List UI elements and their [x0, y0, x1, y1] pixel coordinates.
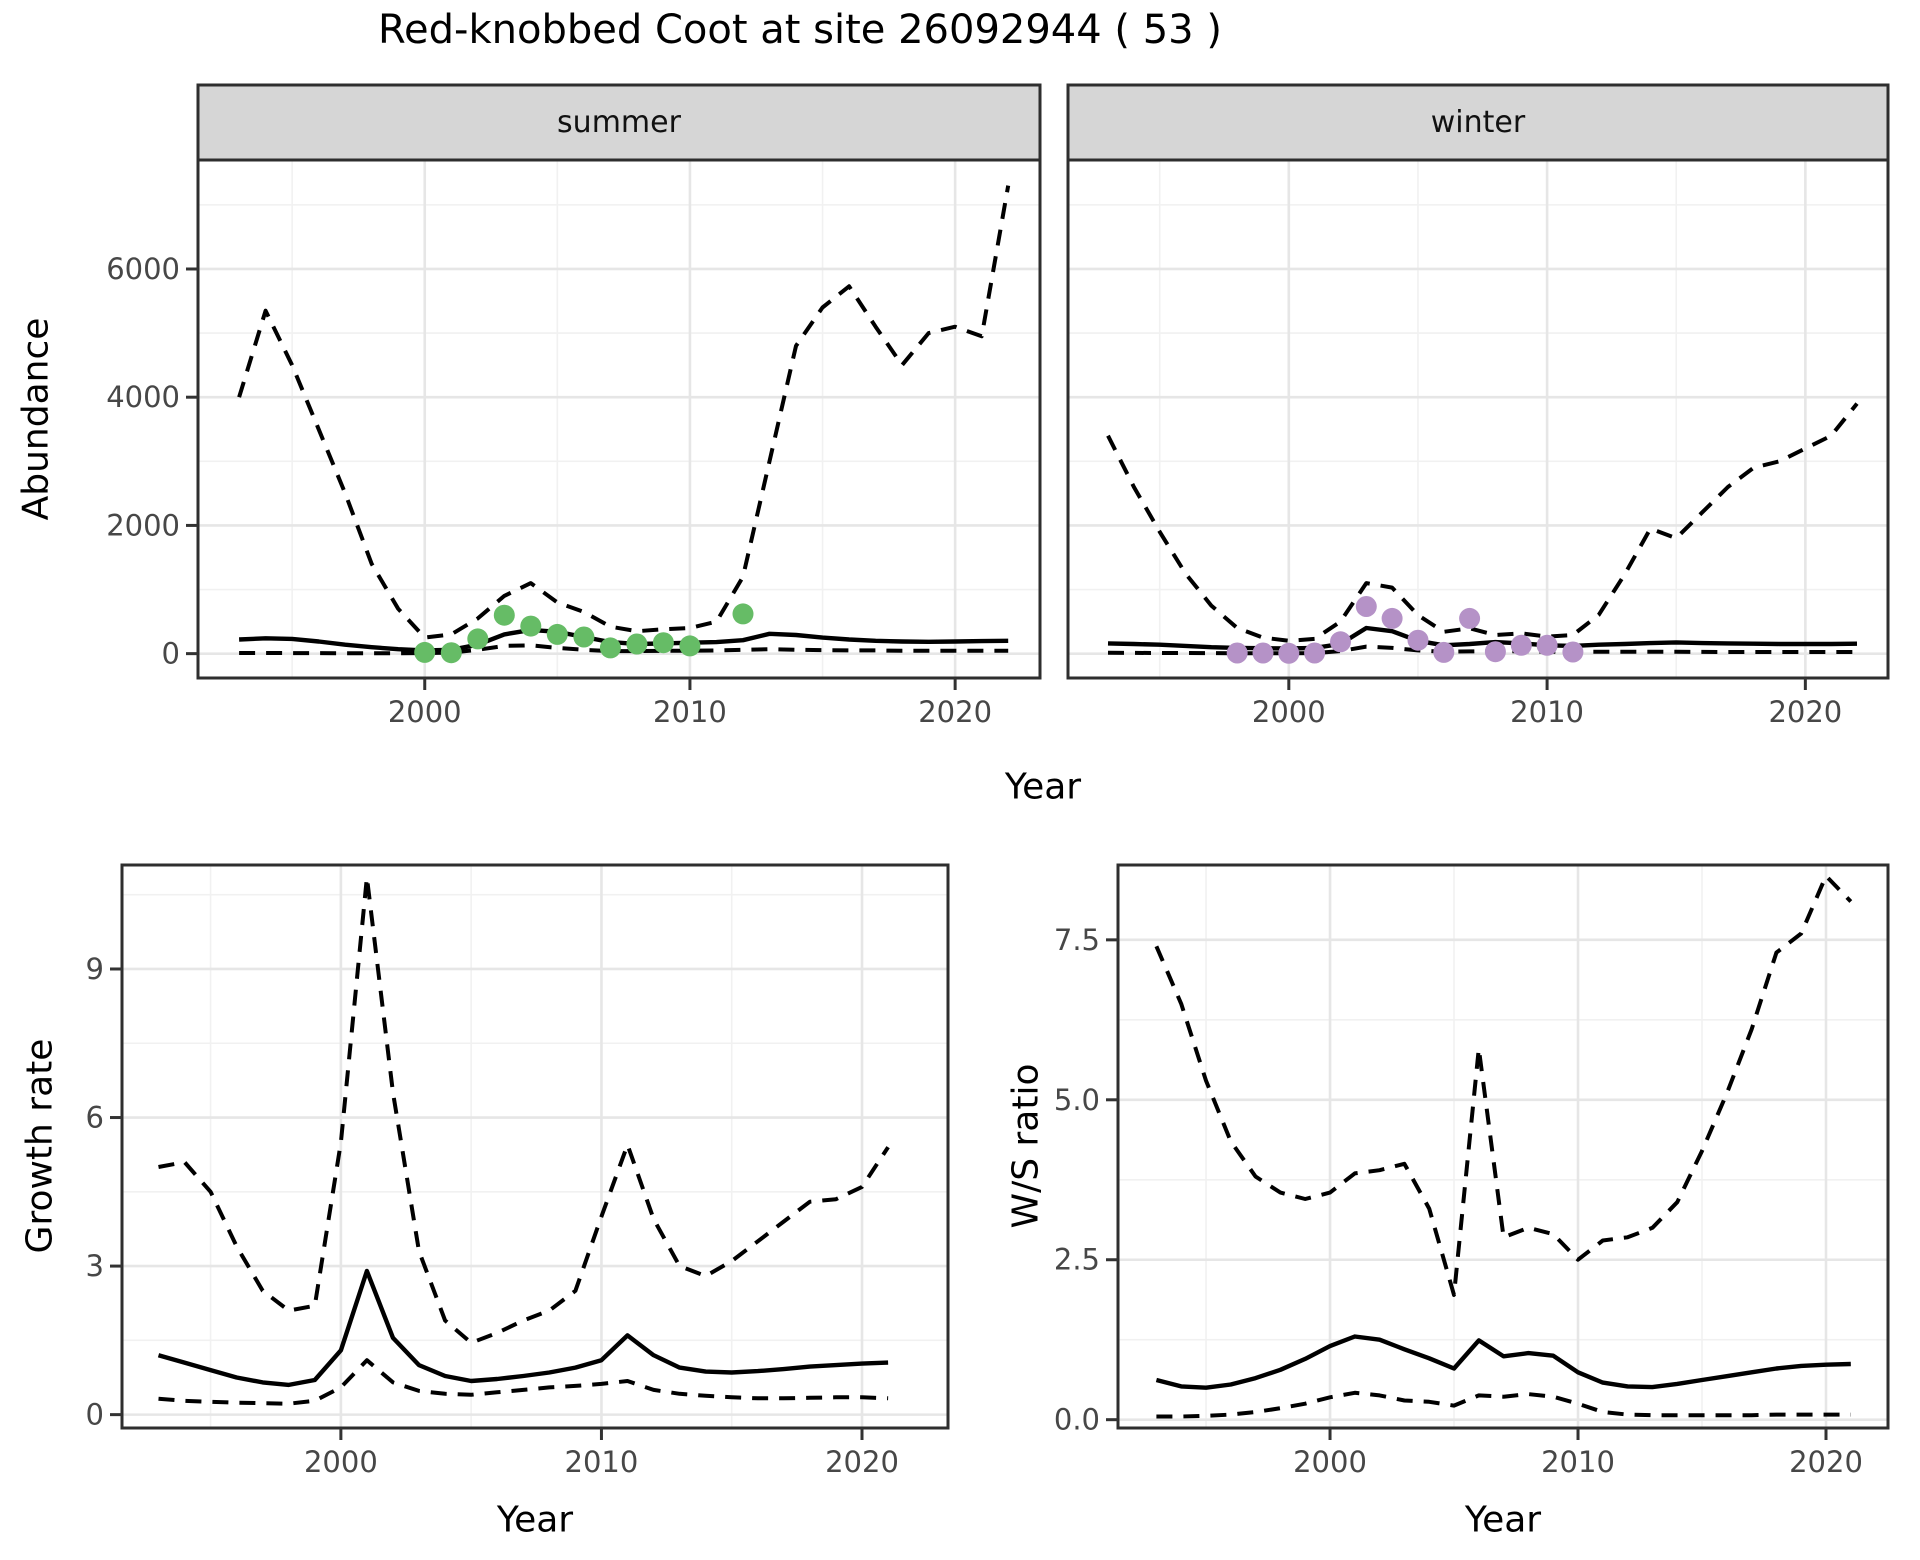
- abundance-summer-median-line: [239, 627, 1009, 653]
- x-tick-label: 2010: [1541, 1445, 1615, 1479]
- abundance-winter-observed-point: [1407, 629, 1429, 651]
- x-tick-label: 2000: [1252, 695, 1326, 729]
- abundance-summer-upper_ci-line: [237, 185, 1011, 640]
- abundance-summer-observed-point: [679, 635, 701, 657]
- abundance-winter-observed-point: [1459, 607, 1481, 629]
- abundance-summer-facet-strip: [196, 83, 1042, 162]
- abundance-summer-observed-point: [493, 604, 515, 626]
- abundance-winter-observed-point: [1562, 641, 1584, 663]
- growth-rate-chart: 2000 2010 2020 0 3 6 9: [86, 863, 950, 1479]
- y-tick-label: 5.0: [1054, 1083, 1100, 1117]
- abundance-winter-observed-point: [1536, 634, 1558, 656]
- abundance-winter-observed-point: [1252, 642, 1274, 664]
- abundance-summer-observed-point: [520, 615, 542, 637]
- abundance-winter-observed-point: [1433, 641, 1455, 663]
- abundance-winter-observed-point: [1484, 641, 1506, 663]
- abundance-winter-facet-strip: [1066, 83, 1890, 162]
- abundance-winter-series-group: [1106, 402, 1859, 664]
- ws-ratio-upper_ci-line: [1154, 873, 1853, 1297]
- growth-rate-panel-border: [120, 863, 950, 1430]
- abundance-summer-observed-point: [599, 637, 621, 659]
- abundance-winter-observed-point: [1304, 642, 1326, 664]
- x-axis-title-growth-rate: Year: [496, 1499, 574, 1541]
- abundance-winter-panel-bg: [1068, 160, 1888, 678]
- plot-title: Red-knobbed Coot at site 26092944 ( 53 ): [378, 7, 1222, 53]
- x-tick-label: 2000: [388, 695, 462, 729]
- facet-strip-label-summer: summer: [557, 104, 681, 140]
- y-axis-title-abundance: Abundance: [15, 317, 57, 521]
- y-tick-label: 3: [86, 1249, 104, 1283]
- abundance-winter-observed-point: [1510, 634, 1532, 656]
- y-axis-title-ws-ratio: W/S ratio: [1005, 1063, 1047, 1229]
- x-tick-label: 2020: [825, 1445, 899, 1479]
- x-axis-title-top: Year: [1004, 766, 1082, 808]
- x-axis-title-ws-ratio: Year: [1464, 1499, 1542, 1541]
- abundance-winter-observed-point: [1381, 607, 1403, 629]
- growth-rate-panel-bg: [122, 865, 948, 1428]
- abundance-summer-panel-bg: [198, 160, 1040, 678]
- abundance-summer-observed-point: [440, 642, 462, 664]
- facet-strip-label-winter: winter: [1430, 104, 1526, 140]
- abundance-winter-observed-point: [1355, 596, 1377, 617]
- ws-ratio-panel-border: [1116, 863, 1890, 1430]
- x-tick-label: 2020: [1789, 1445, 1863, 1479]
- abundance-winter-chart: 2000 2010 2020: [1066, 83, 1890, 729]
- y-tick-label: 0: [86, 1398, 104, 1432]
- y-tick-label: 2000: [106, 508, 180, 542]
- y-tick-label: 6000: [106, 252, 180, 286]
- abundance-summer-observed-point: [467, 628, 489, 650]
- x-tick-label: 2000: [1293, 1445, 1367, 1479]
- y-tick-label: 4000: [106, 380, 180, 414]
- y-tick-label: 6: [86, 1101, 104, 1135]
- y-axis-title-growth-rate: Growth rate: [19, 1038, 61, 1254]
- abundance-summer-observed-point: [546, 623, 568, 645]
- abundance-summer-observed-point: [732, 603, 754, 625]
- abundance-summer-observed-point: [414, 641, 436, 663]
- abundance-winter-observed-point: [1330, 631, 1351, 653]
- abundance-summer-chart: 2000 2010 2020 0 2000 4000 6000: [106, 83, 1042, 729]
- abundance-summer-observed-point: [652, 632, 674, 654]
- abundance-summer-observed-point: [573, 626, 595, 648]
- abundance-summer-observed-point: [626, 633, 648, 655]
- ws-ratio-series-group: [1154, 873, 1853, 1419]
- y-tick-label: 0: [162, 637, 180, 671]
- x-tick-label: 2010: [565, 1445, 639, 1479]
- x-tick-label: 2020: [918, 695, 992, 729]
- x-tick-label: 2020: [1768, 695, 1842, 729]
- y-tick-label: 2.5: [1054, 1243, 1100, 1277]
- ws-ratio-median-line: [1155, 1334, 1851, 1390]
- abundance-summer-series-group: [237, 185, 1011, 664]
- growth-rate-median-line: [157, 1268, 889, 1388]
- y-tick-label: 7.5: [1054, 923, 1100, 957]
- abundance-winter-lower_ci-line: [1107, 644, 1857, 656]
- y-tick-label: 0.0: [1054, 1403, 1100, 1437]
- growth-rate-series-group: [157, 875, 890, 1406]
- ws-ratio-chart: 2000 2010 2020 0.0 2.5 5.0 7.5: [1054, 863, 1890, 1479]
- growth-rate-upper_ci-line: [158, 875, 890, 1345]
- abundance-winter-upper_ci-line: [1106, 402, 1859, 643]
- x-tick-label: 2010: [1510, 695, 1584, 729]
- abundance-summer-lower_ci-line: [239, 643, 1009, 656]
- growth-rate-lower_ci-line: [158, 1358, 889, 1406]
- ws-ratio-panel-bg: [1118, 865, 1888, 1428]
- x-tick-label: 2000: [304, 1445, 378, 1479]
- abundance-winter-observed-point: [1226, 642, 1248, 664]
- x-tick-label: 2010: [653, 695, 727, 729]
- y-tick-label: 9: [86, 952, 104, 986]
- abundance-winter-observed-point: [1278, 642, 1300, 664]
- ws-ratio-lower_ci-line: [1156, 1390, 1851, 1419]
